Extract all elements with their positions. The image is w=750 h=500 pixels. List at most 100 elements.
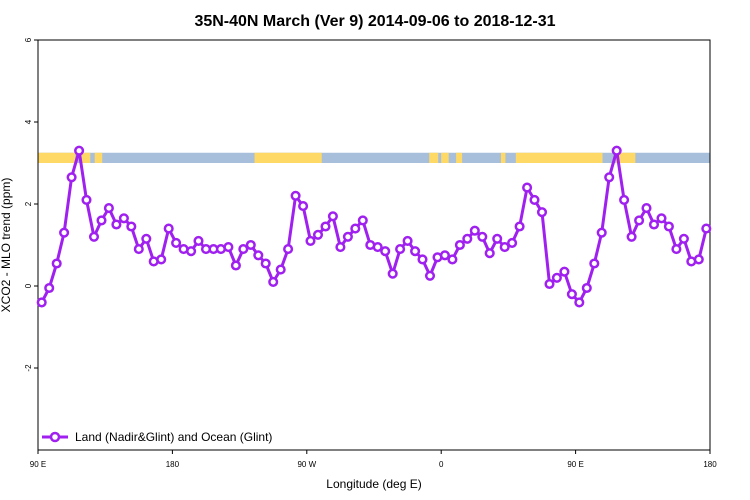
data-point	[574, 297, 585, 308]
x-tick-label: 180	[166, 460, 180, 469]
y-axis: -2 0 2 4 6	[24, 37, 38, 372]
land-band	[38, 152, 76, 163]
data-point	[223, 242, 234, 253]
data-point	[163, 223, 174, 234]
data-point	[350, 223, 361, 234]
data-point	[619, 194, 630, 205]
data-point	[59, 227, 70, 238]
data-point	[133, 244, 144, 255]
x-tick-label: 180	[703, 460, 717, 469]
data-point	[327, 211, 338, 222]
land-band	[429, 152, 439, 163]
data-point	[283, 244, 294, 255]
data-point	[186, 246, 197, 257]
data-point	[663, 221, 674, 232]
data-point	[596, 227, 607, 238]
data-point	[507, 237, 518, 248]
y-tick-label: 6	[24, 37, 33, 42]
data-point	[141, 233, 152, 244]
land-band	[500, 152, 506, 163]
data-point	[171, 237, 182, 248]
legend-marker	[49, 431, 61, 443]
data-point	[44, 282, 55, 294]
data-point	[193, 235, 204, 246]
data-point	[492, 233, 503, 244]
land-band	[254, 152, 322, 163]
data-point	[611, 145, 622, 156]
data-point	[387, 268, 398, 279]
data-point	[88, 231, 100, 242]
y-tick-label: -2	[24, 364, 33, 372]
data-point	[522, 182, 533, 193]
data-point	[126, 221, 137, 232]
data-point	[342, 231, 353, 242]
data-point	[380, 246, 391, 257]
data-point	[230, 260, 241, 271]
data-point	[641, 203, 652, 214]
data-point	[111, 219, 122, 230]
data-point	[253, 250, 264, 261]
data-point	[634, 215, 645, 226]
ocean-band	[38, 152, 710, 163]
data-point	[544, 278, 555, 290]
land-band	[94, 152, 103, 163]
data-point	[245, 239, 256, 251]
land-band	[441, 152, 449, 163]
data-point	[671, 244, 682, 255]
x-axis-label: Longitude (deg E)	[326, 477, 421, 491]
land-band	[615, 152, 636, 163]
data-point	[626, 231, 637, 242]
data-point	[484, 248, 495, 259]
legend: Land (Nadir&Glint) and Ocean (Glint)	[42, 430, 272, 444]
data-point	[395, 244, 406, 255]
data-point	[439, 250, 450, 261]
data-point	[312, 229, 324, 240]
land-band	[81, 152, 91, 163]
data-point	[447, 254, 458, 265]
data-point	[275, 264, 286, 275]
data-point	[96, 215, 107, 226]
data-point	[320, 221, 331, 232]
data-point	[514, 221, 525, 232]
data-point	[335, 242, 346, 253]
data-point	[103, 203, 114, 214]
data-point	[469, 225, 480, 236]
data-point	[678, 233, 689, 244]
data-point	[551, 272, 562, 283]
legend-label: Land (Nadir&Glint) and Ocean (Glint)	[75, 430, 272, 444]
data-point	[648, 219, 660, 230]
data-point	[424, 270, 436, 281]
data-point	[260, 258, 271, 269]
data-point	[51, 258, 62, 269]
x-tick-label: 0	[439, 460, 444, 469]
data-point	[581, 282, 592, 294]
data-point	[529, 194, 540, 205]
x-tick-label: 90 E	[567, 460, 583, 469]
data-point	[566, 289, 577, 300]
data-point	[604, 172, 615, 183]
data-point	[305, 235, 316, 246]
data-point	[477, 231, 488, 242]
data-point	[118, 213, 129, 224]
y-tick-label: 0	[24, 283, 33, 288]
data-point	[417, 254, 428, 265]
data-point	[298, 201, 309, 212]
data-point	[36, 297, 47, 308]
land-band	[515, 152, 603, 163]
data-point	[701, 223, 712, 234]
data-point	[589, 258, 600, 269]
data-point	[357, 215, 368, 226]
data-point	[238, 244, 249, 255]
data-point	[693, 254, 704, 265]
data-point	[499, 242, 510, 253]
surface-type-bar	[38, 152, 710, 163]
land-band	[456, 152, 463, 163]
data-series	[36, 145, 712, 308]
y-tick-label: 4	[24, 119, 33, 124]
data-point	[656, 213, 667, 224]
data-point	[74, 145, 85, 156]
data-point	[402, 235, 413, 246]
data-point	[268, 276, 279, 287]
data-point	[454, 239, 465, 251]
